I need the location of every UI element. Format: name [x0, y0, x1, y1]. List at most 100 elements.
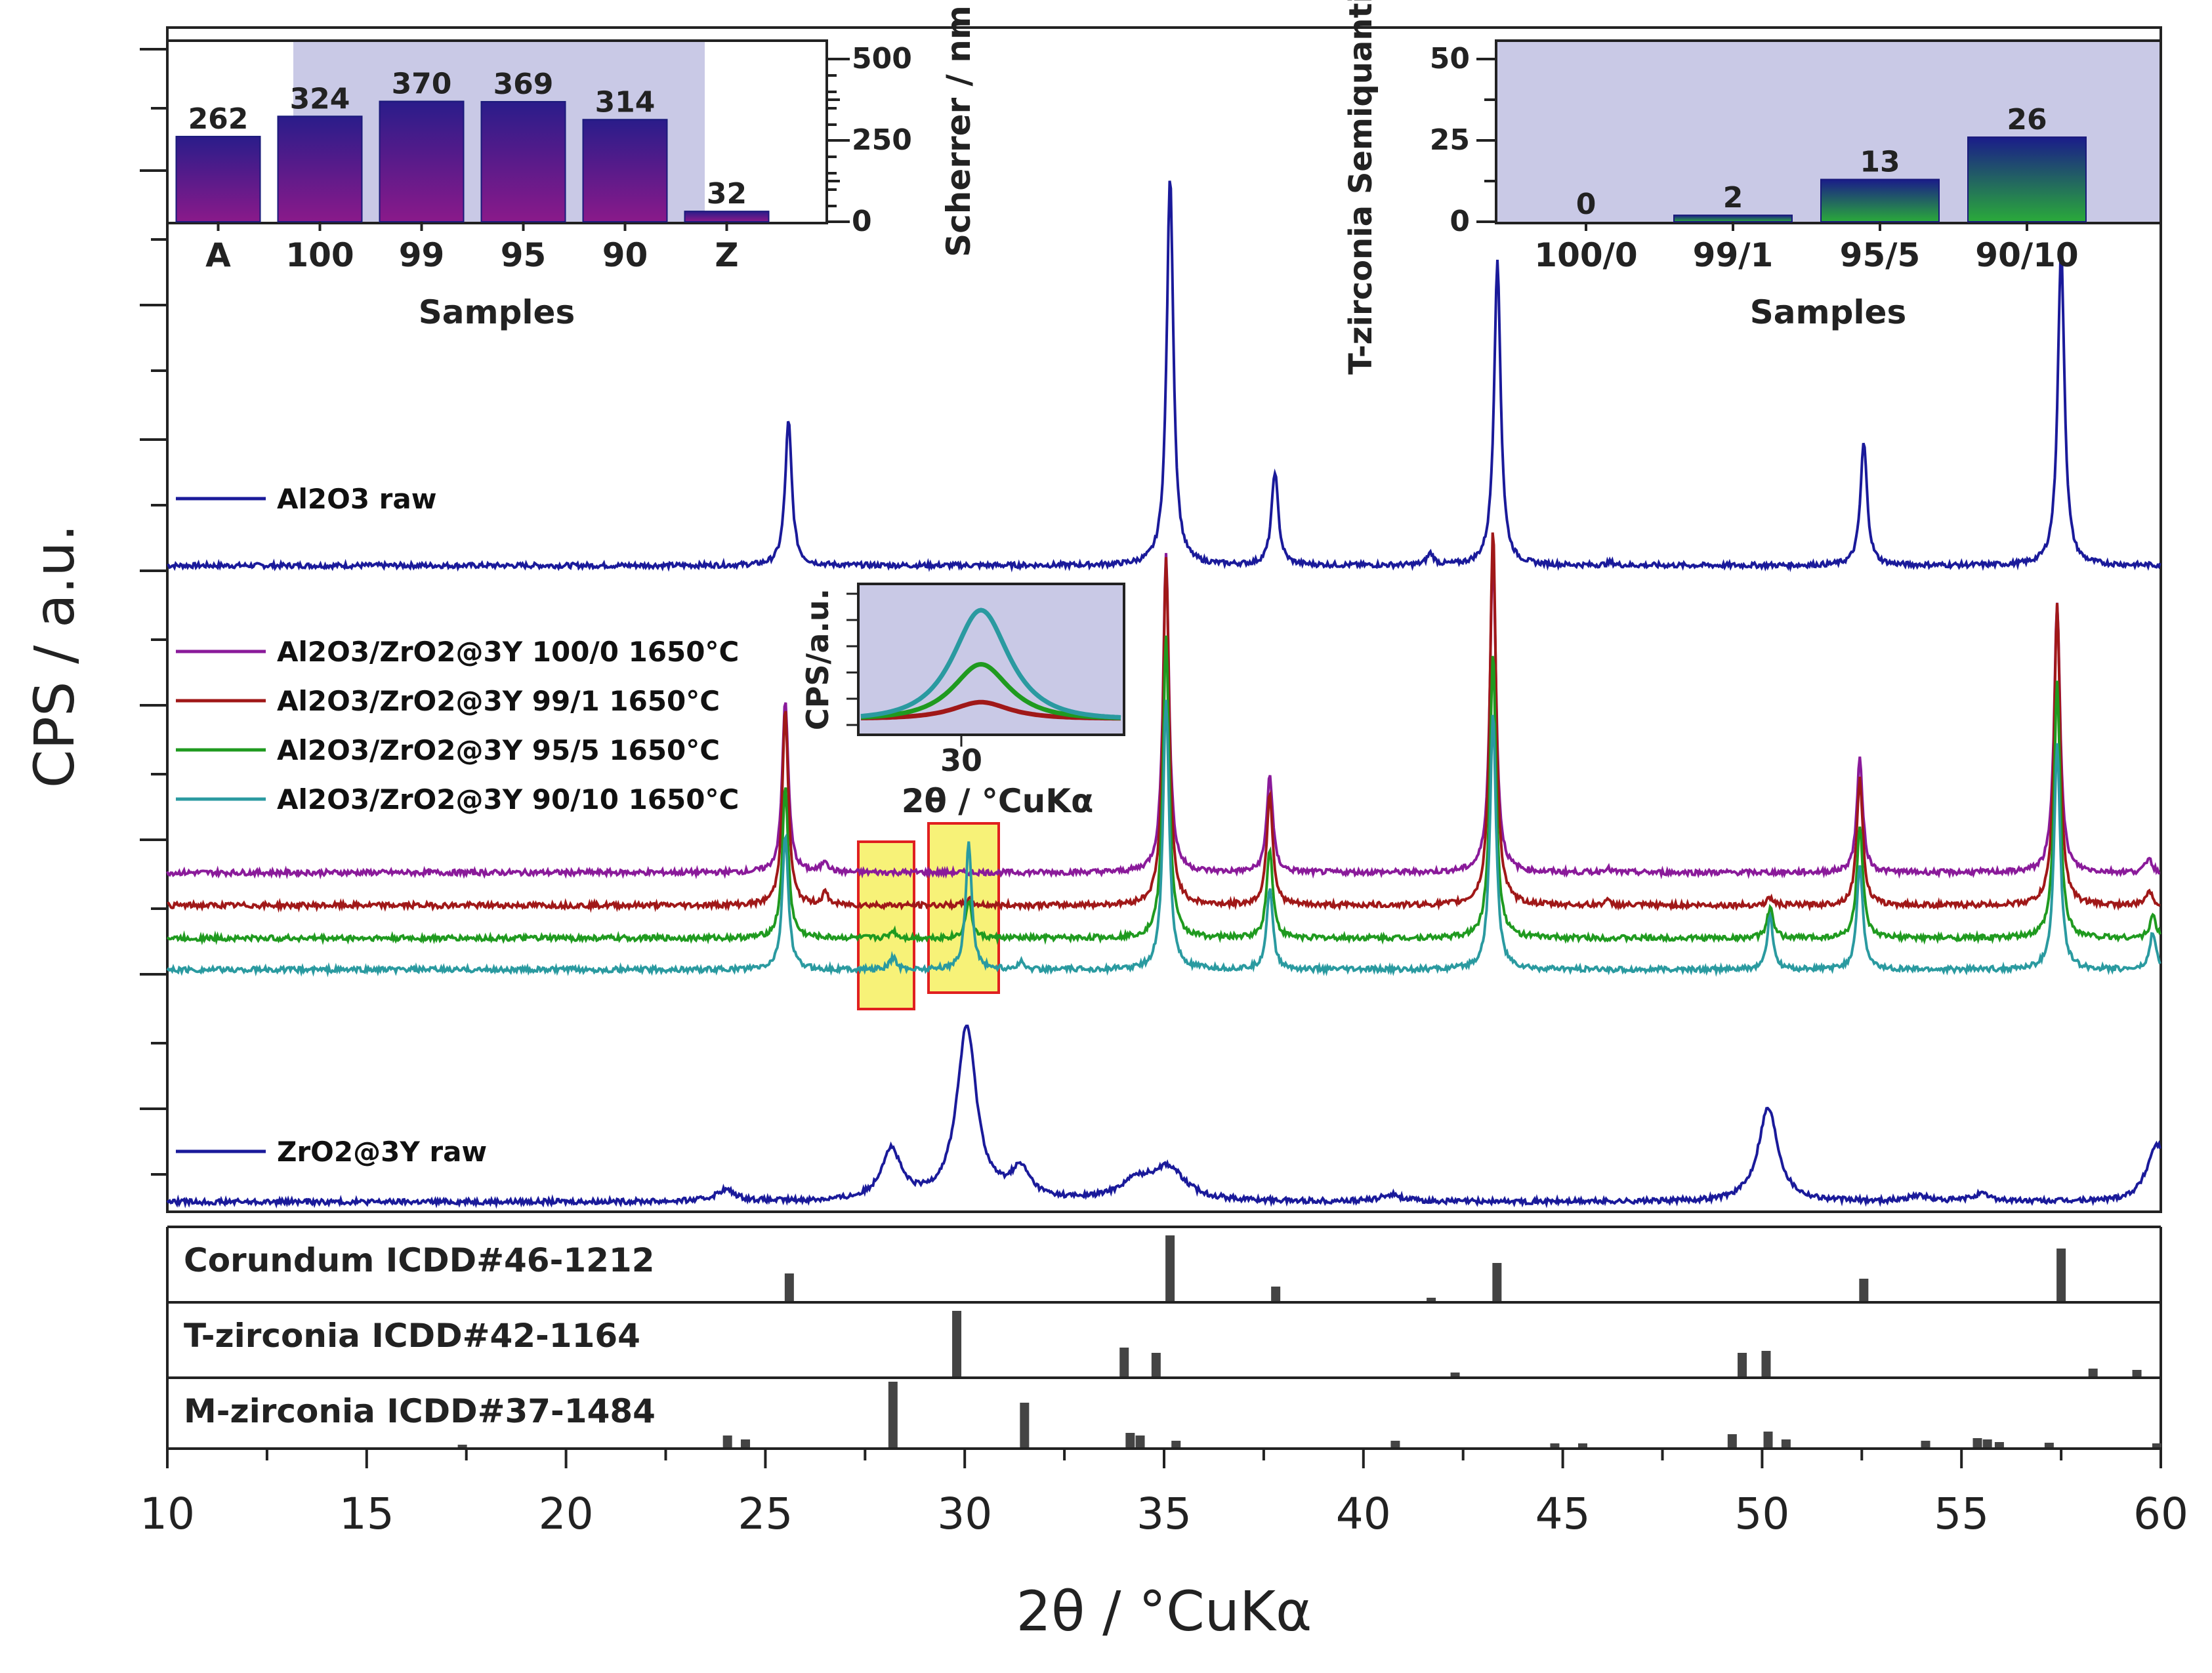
bar-100	[277, 115, 363, 222]
bar-category-95: 95	[501, 236, 547, 274]
inset-scherrer-y-ticks	[827, 58, 850, 223]
bar-99/1	[1673, 215, 1793, 222]
inset-tzirconia-ytick-0: 0	[1450, 205, 1470, 238]
legend-zro2-raw: ZrO2@3Y raw	[176, 1136, 487, 1168]
ref-bar-0-41.7	[1427, 1298, 1436, 1301]
ref-bar-2-35.3	[1171, 1441, 1181, 1447]
inset-tzirconia-xlabel: Samples	[1750, 293, 1906, 331]
ref-bar-1-34	[1119, 1348, 1129, 1376]
ref-bar-0-25.6	[784, 1273, 794, 1301]
ref-bar-2-28.2	[888, 1382, 898, 1447]
main-x-axis-label: 2θ / °CuKα	[1016, 1579, 1312, 1643]
ref-label-corundum: Corundum ICDD#46-1212	[184, 1241, 654, 1279]
trace-al2o3-raw	[167, 180, 2161, 573]
inset-scherrer: 262 A 324 100 370 99 369 95 314 90 32 Z 0 250 500 S…	[166, 5, 978, 331]
inset-peak-curve-95-5	[860, 661, 1121, 720]
ref-bar-2-34.4	[1135, 1435, 1145, 1447]
bar-90	[582, 119, 668, 222]
ref-bar-1-34.8	[1151, 1353, 1161, 1376]
inset-tzirconia-ytick-50: 50	[1430, 42, 1470, 75]
ref-bar-2-59.9	[2152, 1443, 2161, 1447]
ref-bar-2-49.25	[1727, 1434, 1737, 1447]
bar-category-A: A	[205, 236, 231, 274]
reference-bars	[457, 1235, 2161, 1447]
legend-label-zro2-raw: ZrO2@3Y raw	[277, 1136, 487, 1168]
legend-label-99-1: Al2O3/ZrO2@3Y 99/1 1650°C	[277, 685, 720, 717]
bar-category-99: 99	[399, 236, 445, 274]
x-tick-label-50: 50	[1734, 1489, 1789, 1539]
legend-label-100-0: Al2O3/ZrO2@3Y 100/0 1650°C	[277, 636, 739, 668]
inset-peak-curves	[860, 608, 1121, 721]
inset-peak-curve-90-10	[860, 608, 1121, 720]
ref-bar-2-50.15	[1763, 1432, 1773, 1447]
ref-label-t-zirconia: T-zirconia ICDD#42-1164	[184, 1317, 640, 1355]
ref-bar-2-50.6	[1781, 1439, 1791, 1447]
ref-bar-2-44.8	[1550, 1443, 1560, 1447]
ref-bar-2-31.5	[1020, 1403, 1030, 1447]
trace-zro2-3y-raw	[166, 1024, 2161, 1209]
ref-bar-2-57.2	[2044, 1443, 2054, 1447]
ref-bar-2-54.1	[1921, 1441, 1930, 1447]
bar-value-95: 369	[493, 68, 554, 101]
bar-category-90/10: 90/10	[1975, 236, 2078, 274]
bar-value-95/5: 13	[1860, 146, 1900, 179]
x-tick-label-60: 60	[2133, 1489, 2188, 1539]
inset-peak-xlabel: 2θ / °CuKα	[902, 782, 1094, 820]
bar-category-100: 100	[285, 236, 354, 274]
ref-bar-2-55.65	[1982, 1439, 1992, 1447]
main-y-ticks	[140, 48, 167, 1176]
inset-tzirconia-ylabel: T-zirconia Semiquanti / %	[1343, 0, 1379, 375]
ref-bar-0-43.35	[1492, 1263, 1502, 1301]
bar-95/5	[1820, 178, 1940, 222]
bar-value-100: 324	[290, 82, 350, 115]
trace-al2o3-zro2-3y-90-10-1650-c	[166, 699, 2161, 978]
x-tick-label-30: 30	[937, 1489, 992, 1539]
ref-bar-1-50.1	[1761, 1351, 1771, 1376]
bar-A	[175, 136, 261, 222]
inset-peak-xtick-30: 30	[940, 743, 982, 778]
ref-bar-0-37.8	[1271, 1287, 1281, 1301]
ref-bar-2-17.4	[457, 1445, 467, 1447]
x-tick-label-45: 45	[1535, 1489, 1591, 1539]
bar-value-99: 370	[392, 67, 452, 100]
ref-bar-0-57.5	[2056, 1249, 2066, 1301]
x-tick-label-20: 20	[539, 1489, 594, 1539]
ref-bar-2-24.05	[722, 1435, 732, 1447]
inset-scherrer-ytick-250: 250	[852, 123, 912, 157]
ref-bar-1-58.3	[2088, 1369, 2098, 1376]
bar-category-95/5: 95/5	[1840, 236, 1921, 274]
inset-scherrer-ytick-0: 0	[852, 205, 872, 238]
bar-category-90: 90	[602, 236, 648, 274]
ref-label-m-zirconia: M-zirconia ICDD#37-1484	[184, 1392, 656, 1430]
inset-scherrer-ylabel-text: Scherrer / nm	[940, 5, 978, 257]
legend-composites: Al2O3/ZrO2@3Y 100/0 1650°C Al2O3/ZrO2@3Y…	[176, 636, 739, 816]
bar-value-Z: 32	[707, 177, 747, 211]
ref-bar-1-42.3	[1450, 1373, 1460, 1376]
legend-label-al2o3-raw: Al2O3 raw	[277, 483, 437, 515]
ref-bar-0-35.15	[1165, 1235, 1175, 1301]
bar-value-90/10: 26	[2007, 103, 2047, 136]
x-tick-label-40: 40	[1336, 1489, 1391, 1539]
main-plot-frame	[166, 26, 2162, 1213]
main-traces	[166, 180, 2161, 1209]
inset-scherrer-bars: 262 A 324 100 370 99 369 95 314 90 32 Z	[175, 67, 770, 274]
ref-bar-0-52.55	[1859, 1279, 1869, 1301]
ref-bar-2-55.95	[1994, 1442, 2004, 1447]
bar-99	[379, 100, 465, 222]
inset-tzirconia-ytick-25: 25	[1430, 123, 1470, 157]
highlight-box-28	[857, 840, 915, 1010]
main-x-axis: 10 15 20 25 30 35 40 45 50 55 60	[140, 1449, 2188, 1539]
x-tick-label-55: 55	[1934, 1489, 1989, 1539]
inset-tzirconia-y-ticks	[1476, 58, 1496, 223]
inset-scherrer-ylabel: Scherrer / nm	[940, 5, 978, 257]
bar-value-99/1: 2	[1723, 181, 1743, 215]
inset-scherrer-xlabel: Samples	[419, 293, 575, 331]
legend-al2o3-raw: Al2O3 raw	[176, 483, 437, 515]
ref-bar-1-49.5	[1738, 1353, 1747, 1376]
bar-95	[480, 100, 566, 222]
legend-label-95-5: Al2O3/ZrO2@3Y 95/5 1650°C	[277, 734, 720, 766]
main-y-axis-label: CPS / a.u.	[22, 524, 87, 788]
ref-bar-2-24.5	[741, 1439, 751, 1447]
bar-90/10	[1967, 136, 2087, 222]
bar-value-90: 314	[595, 85, 656, 119]
